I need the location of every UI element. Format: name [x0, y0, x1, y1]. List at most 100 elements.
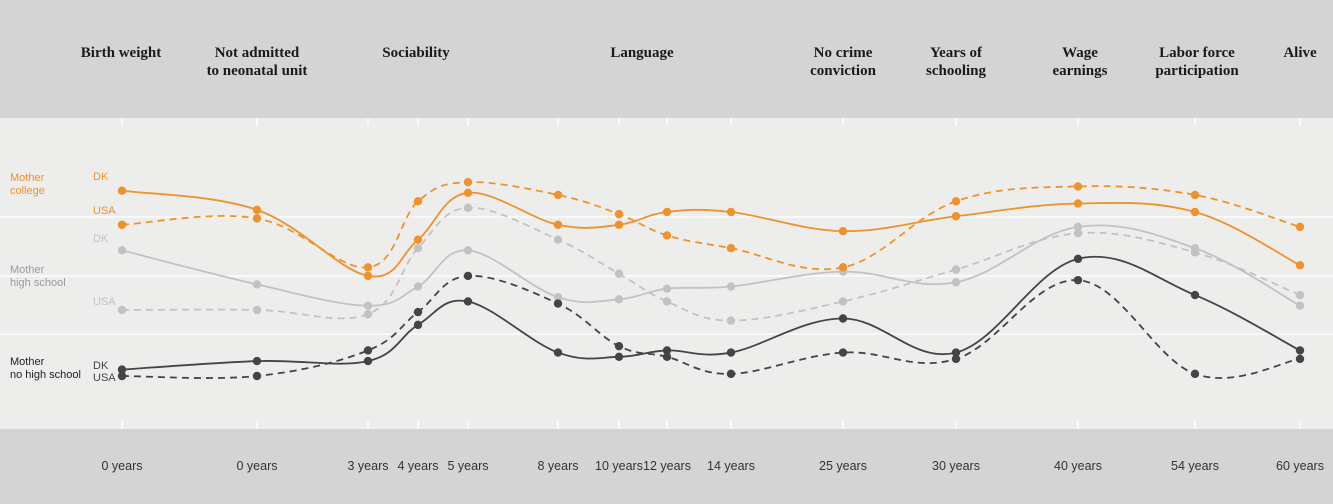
data-point — [614, 209, 624, 219]
data-point — [553, 190, 563, 200]
data-point — [1190, 290, 1200, 300]
data-point — [252, 280, 262, 289]
data-point — [1295, 301, 1305, 310]
outcome-label: Wage earnings — [1052, 45, 1107, 79]
data-point — [363, 346, 373, 355]
data-point — [951, 265, 961, 274]
data-point — [1073, 199, 1083, 208]
series-points — [117, 177, 1305, 381]
outcome-label: Sociability — [382, 45, 450, 61]
data-point — [726, 244, 736, 253]
country-label: DK — [93, 171, 109, 183]
data-point — [1190, 190, 1200, 200]
country-label: USA — [93, 372, 116, 384]
data-point — [1190, 207, 1200, 217]
data-point — [1295, 261, 1305, 270]
group-label: Mother high school — [10, 264, 66, 289]
data-point — [614, 295, 624, 304]
age-label: 14 years — [707, 459, 755, 473]
data-point — [413, 307, 423, 317]
data-point — [662, 346, 672, 355]
group-label: Mother no high school — [10, 356, 81, 381]
data-point — [838, 226, 848, 236]
data-point — [413, 235, 423, 244]
age-label: 0 years — [237, 459, 278, 473]
country-label: DK — [93, 233, 109, 245]
group-label: Mother college — [10, 172, 45, 197]
data-point — [1190, 369, 1200, 379]
data-point — [951, 354, 961, 364]
data-point — [951, 197, 961, 206]
age-label: 8 years — [538, 459, 579, 473]
data-point — [413, 282, 423, 291]
outcome-label: Alive — [1283, 45, 1317, 61]
outcome-label: Years of schooling — [926, 45, 987, 79]
outcome-label: Not admitted to neonatal unit — [207, 45, 308, 79]
data-point — [726, 369, 736, 379]
data-point — [1073, 229, 1083, 238]
data-point — [726, 316, 736, 325]
data-point — [951, 278, 961, 287]
data-point — [662, 352, 672, 362]
data-point — [252, 305, 262, 315]
age-label: 4 years — [398, 459, 439, 473]
outcome-label: Language — [610, 45, 674, 61]
plot-area — [0, 118, 1333, 429]
outcome-label: No crime conviction — [810, 45, 876, 79]
data-point — [553, 235, 563, 244]
data-point — [838, 263, 848, 272]
data-point — [553, 348, 563, 357]
data-point — [463, 203, 473, 212]
data-point — [662, 284, 672, 293]
data-point — [726, 207, 736, 217]
data-point — [614, 269, 624, 278]
age-label: 40 years — [1054, 459, 1102, 473]
data-point — [1295, 222, 1305, 232]
data-point — [463, 297, 473, 306]
data-point — [838, 297, 848, 306]
data-point — [463, 188, 473, 198]
data-point — [363, 310, 373, 319]
data-point — [662, 207, 672, 217]
age-label: 0 years — [102, 459, 143, 473]
data-point — [413, 244, 423, 253]
age-label: 3 years — [348, 459, 389, 473]
data-point — [117, 371, 127, 381]
data-point — [1073, 254, 1083, 264]
country-label: DK — [93, 360, 109, 372]
data-point — [413, 197, 423, 206]
outcome-label: Labor force participation — [1155, 45, 1239, 79]
data-point — [662, 231, 672, 240]
outcome-label: Birth weight — [81, 45, 161, 61]
data-point — [1073, 275, 1083, 285]
data-point — [838, 314, 848, 323]
series-line — [121, 274, 1301, 379]
data-point — [1295, 346, 1305, 355]
age-labels: 0 years 0 years 3 years 4 years 5 years 8 yea… — [102, 459, 1324, 473]
country-label: USA — [93, 205, 116, 217]
data-point — [117, 305, 127, 315]
data-point — [553, 299, 563, 308]
data-point — [117, 186, 127, 195]
data-point — [252, 214, 262, 223]
data-point — [1295, 290, 1305, 300]
age-label: 60 years — [1276, 459, 1324, 473]
country-label: USA — [93, 296, 116, 308]
age-label: 30 years — [932, 459, 980, 473]
footer-band — [0, 429, 1333, 504]
data-point — [1295, 354, 1305, 364]
data-point — [1073, 222, 1083, 232]
data-point — [614, 352, 624, 362]
data-point — [662, 297, 672, 306]
data-point — [363, 271, 373, 281]
data-point — [726, 348, 736, 357]
data-point — [252, 205, 262, 215]
age-label: 25 years — [819, 459, 867, 473]
age-label: 10 years — [595, 459, 643, 473]
x-ticks — [121, 118, 1301, 429]
data-point — [463, 271, 473, 281]
data-point — [614, 341, 624, 351]
data-point — [252, 356, 262, 366]
data-point — [117, 365, 127, 374]
